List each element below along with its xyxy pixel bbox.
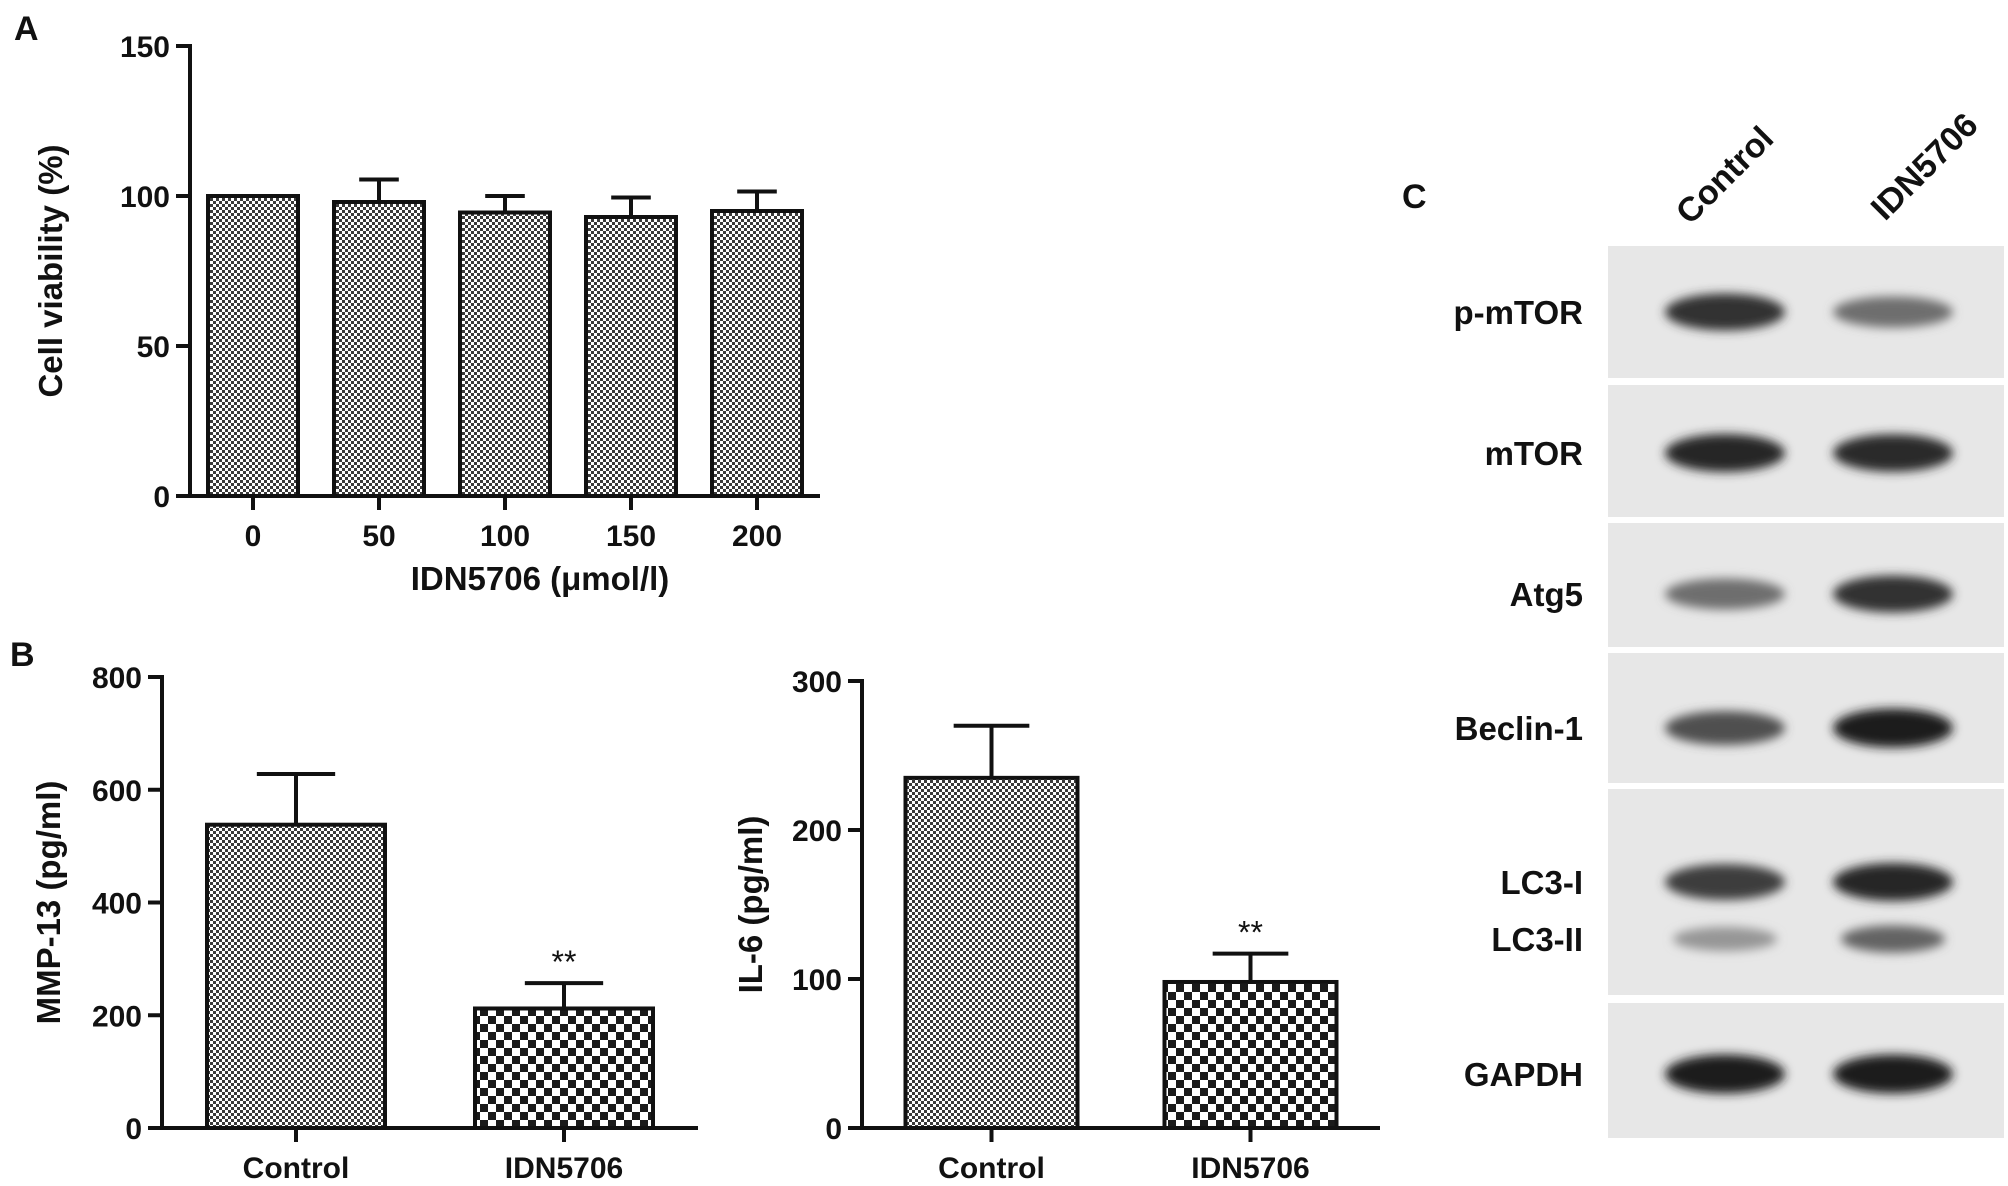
blot-band xyxy=(1665,434,1785,472)
bar xyxy=(458,210,552,498)
x-tick-label: 200 xyxy=(732,520,782,553)
western-blot-panel: Control IDN5706 p-mTOR mTOR Atg5 Beclin-1 LC3-… xyxy=(1453,106,2004,1138)
blot-strip xyxy=(1608,653,2004,783)
y-axis-title: IL-6 (pg/ml) xyxy=(732,816,769,994)
blot-band xyxy=(1665,864,1785,900)
blot-band xyxy=(1665,578,1785,610)
bar xyxy=(332,200,426,498)
band-label: LC3-I xyxy=(1501,864,1584,901)
y-tick-label: 100 xyxy=(120,181,170,214)
bar xyxy=(1162,979,1339,1130)
bar xyxy=(710,209,804,498)
band-label: mTOR xyxy=(1485,435,1584,472)
significance-marker: ** xyxy=(1238,915,1263,951)
band-label: Beclin-1 xyxy=(1455,710,1583,747)
y-tick-label: 0 xyxy=(125,1113,142,1146)
band-label: GAPDH xyxy=(1464,1056,1583,1093)
chart-b-il6: 0 100 200 300 Control ** IDN5706 IL-6 (pg/ml) xyxy=(732,666,1380,1185)
blot-band xyxy=(1673,926,1777,952)
bar xyxy=(584,215,678,498)
panel-letter-c: C xyxy=(1402,178,1427,216)
y-tick-label: 800 xyxy=(92,662,142,695)
bar xyxy=(205,822,387,1130)
y-tick-label: 0 xyxy=(825,1113,842,1146)
blot-band xyxy=(1833,575,1953,613)
blot-band xyxy=(1841,925,1945,953)
y-tick-label: 400 xyxy=(92,888,142,921)
lane-label: IDN5706 xyxy=(1864,106,1986,228)
chart-a-cell-viability: 0 50 100 150 0 50 100 150 200 Cell viability (%) I… xyxy=(32,31,820,597)
bar xyxy=(473,1006,655,1130)
x-tick-label: IDN5706 xyxy=(505,1152,623,1185)
y-tick-label: 600 xyxy=(92,775,142,808)
y-tick-label: 300 xyxy=(792,666,842,699)
lane-label: Control xyxy=(1669,119,1781,231)
y-axis-title: Cell viability (%) xyxy=(32,144,69,397)
x-tick-label: 0 xyxy=(245,520,262,553)
bar xyxy=(903,775,1080,1130)
x-tick-label: 150 xyxy=(606,520,656,553)
x-tick-label: Control xyxy=(243,1152,350,1185)
chart-b-mmp13: 0 200 400 600 800 Control ** IDN5706 MMP-13 (pg/… xyxy=(30,662,698,1185)
band-label: p-mTOR xyxy=(1453,294,1583,331)
y-tick-label: 0 xyxy=(153,481,170,514)
bar xyxy=(206,194,300,498)
y-tick-label: 200 xyxy=(92,1000,142,1033)
y-axis-title: MMP-13 (pg/ml) xyxy=(30,781,67,1025)
x-tick-label: 50 xyxy=(362,520,395,553)
x-tick-label: IDN5706 xyxy=(1191,1152,1309,1185)
blot-band xyxy=(1833,434,1953,472)
band-label: LC3-II xyxy=(1491,921,1583,958)
y-tick-label: 200 xyxy=(792,815,842,848)
panel-letter-a: A xyxy=(14,10,39,48)
panel-letter-b: B xyxy=(10,636,35,674)
y-tick-label: 150 xyxy=(120,31,170,64)
band-label: Atg5 xyxy=(1510,576,1583,613)
blot-band xyxy=(1833,1054,1953,1094)
x-tick-label: 100 xyxy=(480,520,530,553)
blot-band xyxy=(1833,708,1953,748)
blot-band xyxy=(1665,293,1785,331)
y-tick-label: 50 xyxy=(137,331,170,364)
significance-marker: ** xyxy=(552,944,577,980)
blot-band xyxy=(1833,296,1953,328)
blot-band xyxy=(1665,1054,1785,1094)
blot-band xyxy=(1665,711,1785,745)
blot-strip xyxy=(1608,789,2004,995)
x-axis-title: IDN5706 (μmol/l) xyxy=(411,560,670,597)
y-tick-label: 100 xyxy=(792,964,842,997)
x-tick-label: Control xyxy=(938,1152,1045,1185)
blot-band xyxy=(1833,863,1953,901)
